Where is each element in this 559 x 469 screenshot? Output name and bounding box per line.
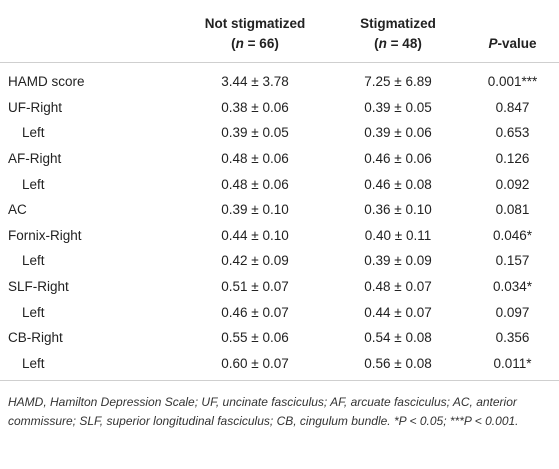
- table-row: Left 0.46 ± 0.07 0.44 ± 0.07 0.097: [0, 299, 559, 325]
- cell: 0.48 ± 0.06: [221, 176, 289, 192]
- table-row: Left 0.60 ± 0.07 0.56 ± 0.08 0.011*: [0, 350, 559, 382]
- cell: 0.001***: [487, 74, 538, 90]
- cell: 0.40 ± 0.11: [364, 227, 432, 243]
- header-text: -value: [497, 36, 537, 51]
- cell: 0.38 ± 0.06: [221, 99, 289, 115]
- cell: 0.126: [495, 151, 530, 167]
- cell: 0.034*: [492, 279, 533, 295]
- header-text: n: [378, 36, 387, 51]
- cell: 3.44 ± 3.78: [221, 74, 289, 90]
- header-text: (: [231, 36, 236, 51]
- header-text: = 48): [386, 36, 422, 51]
- row-label: UF-Right: [8, 99, 63, 115]
- table-row: SLF-Right 0.51 ± 0.07 0.48 ± 0.07 0.034*: [0, 274, 559, 300]
- cell: 0.39 ± 0.05: [364, 99, 432, 115]
- cell: 0.081: [495, 202, 530, 218]
- cell: 0.44 ± 0.10: [221, 227, 289, 243]
- table-row: AC 0.39 ± 0.10 0.36 ± 0.10 0.081: [0, 197, 559, 223]
- table-row: HAMD score 3.44 ± 3.78 7.25 ± 6.89 0.001***: [0, 63, 559, 95]
- cell: 0.847: [495, 99, 530, 115]
- header-text: Not stigmatized: [204, 16, 306, 31]
- header-cell: [0, 0, 180, 63]
- row-label: Left: [0, 350, 180, 382]
- cell: 0.36 ± 0.10: [364, 202, 432, 218]
- row-label: Left: [22, 125, 45, 141]
- cell: 0.39 ± 0.05: [221, 125, 289, 141]
- header-cell: Not stigmatized (n = 66): [180, 0, 330, 63]
- header-row: Not stigmatized (n = 66) Stigmatized (n = …: [0, 0, 559, 63]
- cell: 0.46 ± 0.07: [221, 304, 289, 320]
- table-body: HAMD score 3.44 ± 3.78 7.25 ± 6.89 0.001***…: [0, 63, 559, 382]
- cell: 0.48 ± 0.06: [221, 151, 289, 167]
- table-row: AF-Right 0.48 ± 0.06 0.46 ± 0.06 0.126: [0, 146, 559, 172]
- header-text: Stigmatized: [360, 16, 436, 31]
- table-row: CB-Right 0.55 ± 0.06 0.54 ± 0.08 0.356: [0, 325, 559, 351]
- table-row: UF-Right 0.38 ± 0.06 0.39 ± 0.05 0.847: [0, 95, 559, 121]
- header-text: (: [374, 36, 379, 51]
- cell: 0.44 ± 0.07: [364, 304, 432, 320]
- cell: 0.51 ± 0.07: [221, 279, 289, 295]
- cell: 0.157: [495, 253, 530, 269]
- cell: 0.46 ± 0.08: [364, 176, 432, 192]
- cell: 0.39 ± 0.10: [221, 202, 289, 218]
- row-label: Fornix-Right: [8, 227, 82, 243]
- row-label: AF-Right: [8, 151, 62, 167]
- cell: 0.55 ± 0.06: [221, 330, 289, 346]
- cell: 0.39 ± 0.06: [364, 125, 432, 141]
- cell: 0.046*: [492, 227, 533, 243]
- cell: 0.011*: [466, 350, 559, 382]
- cell: 0.356: [495, 330, 530, 346]
- table-row: Left 0.42 ± 0.09 0.39 ± 0.09 0.157: [0, 248, 559, 274]
- cell: 0.092: [495, 176, 530, 192]
- cell: 0.60 ± 0.07: [180, 350, 330, 382]
- header-text: = 66): [243, 36, 279, 51]
- cell: 0.48 ± 0.07: [364, 279, 432, 295]
- table-row: Left 0.39 ± 0.05 0.39 ± 0.06 0.653: [0, 120, 559, 146]
- table-row: Left 0.48 ± 0.06 0.46 ± 0.08 0.092: [0, 171, 559, 197]
- cell: 7.25 ± 6.89: [364, 74, 432, 90]
- cell: 0.653: [495, 125, 530, 141]
- row-label: Left: [22, 304, 45, 320]
- header-text: P: [488, 36, 498, 51]
- row-label: HAMD score: [8, 74, 85, 90]
- header-cell: P-value: [466, 0, 559, 63]
- header-cell: Stigmatized (n = 48): [330, 0, 466, 63]
- cell: 0.097: [495, 304, 530, 320]
- cell: 0.42 ± 0.09: [221, 253, 289, 269]
- data-table: Not stigmatized (n = 66) Stigmatized (n = …: [0, 0, 559, 382]
- cell: 0.56 ± 0.08: [330, 350, 466, 382]
- footnote: HAMD, Hamilton Depression Scale; UF, unc…: [8, 395, 519, 429]
- cell: 0.39 ± 0.09: [364, 253, 432, 269]
- row-label: Left: [22, 253, 45, 269]
- row-label: SLF-Right: [8, 279, 69, 295]
- table-row: Fornix-Right 0.44 ± 0.10 0.40 ± 0.11 0.046*: [0, 223, 559, 249]
- header-text: n: [235, 36, 244, 51]
- cell: 0.54 ± 0.08: [364, 330, 432, 346]
- row-label: AC: [8, 202, 27, 218]
- row-label: CB-Right: [8, 330, 63, 346]
- cell: 0.46 ± 0.06: [364, 151, 432, 167]
- row-label: Left: [22, 176, 45, 192]
